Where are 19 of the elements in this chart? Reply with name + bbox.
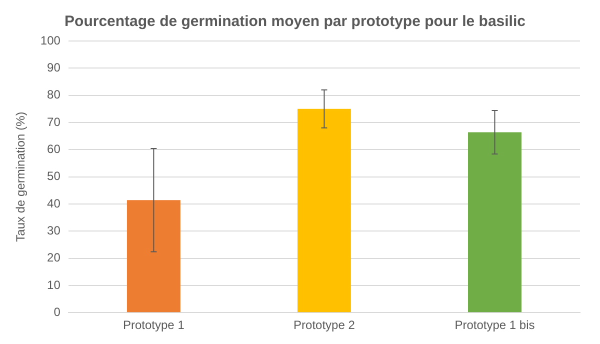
y-tick-label: 20: [47, 250, 61, 265]
y-tick-label: 0: [54, 304, 61, 319]
y-tick-label: 30: [47, 223, 61, 238]
bar: [468, 132, 522, 312]
y-tick-label: 70: [47, 114, 61, 129]
y-tick-label: 40: [47, 196, 61, 210]
y-tick-label: 80: [47, 88, 61, 102]
x-tick-label: Prototype 2: [294, 318, 356, 332]
y-tick-label: 100: [40, 33, 61, 48]
y-axis-title: Taux de germination (%): [14, 112, 28, 242]
x-tick-label: Prototype 1 bis: [454, 318, 535, 332]
y-tick-label: 10: [47, 278, 61, 292]
y-tick-label: 90: [47, 60, 61, 74]
bar: [126, 200, 180, 312]
bar: [297, 108, 351, 312]
x-tick-label: Prototype 1: [122, 318, 185, 332]
y-tick-label: 50: [47, 169, 61, 184]
chart-title: Pourcentage de germination moyen par prototype pour le basilic: [64, 13, 526, 30]
y-tick-label: 60: [47, 142, 61, 156]
